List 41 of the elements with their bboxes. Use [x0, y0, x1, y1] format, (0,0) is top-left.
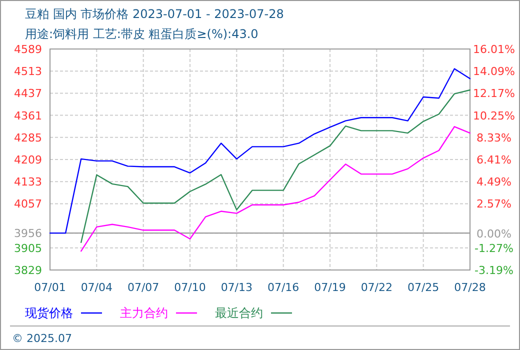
- y-tick-label: 3829: [14, 264, 42, 277]
- y2-tick-label: 6.41%: [476, 154, 512, 166]
- y2-tick-label: 16.01%: [473, 43, 515, 56]
- chart-title: 豆粕 国内 市场价格 2023-07-01 - 2023-07-28: [25, 7, 284, 21]
- y-tick-label: 4513: [14, 65, 42, 78]
- x-tick-label: 07/07: [127, 281, 160, 294]
- x-tick-label: 07/28: [454, 281, 486, 294]
- y2-tick-label: -1.27%: [474, 242, 514, 255]
- y2-tick-label: 4.49%: [476, 176, 512, 189]
- y-tick-label: 3956: [14, 227, 42, 240]
- text: © 2025.07: [12, 332, 72, 345]
- legend-label: 现货价格: [25, 306, 73, 320]
- line-series: [80, 126, 471, 252]
- y-tick-label: 4589: [14, 43, 42, 56]
- x-tick-label: 07/04: [80, 281, 113, 294]
- x-tick-label: 07/19: [314, 281, 346, 294]
- y2-tick-label: 14.09%: [473, 65, 515, 78]
- y-tick-label: 4209: [14, 154, 42, 166]
- y-tick-label: 4285: [14, 131, 42, 144]
- y2-tick-label: 12.17%: [473, 87, 515, 100]
- y-tick-label: 4361: [14, 109, 42, 122]
- y2-tick-label: 0.00%: [476, 227, 512, 240]
- y2-tick-label: 8.33%: [476, 131, 512, 144]
- y-tick-label: 3905: [14, 242, 42, 255]
- legend-label: 最近合约: [215, 306, 263, 320]
- x-tick-label: 07/22: [360, 281, 393, 294]
- y2-tick-label: 2.57%: [476, 198, 512, 211]
- y-tick-label: 4133: [14, 176, 42, 189]
- chart-subtitle: 用途:饲料用 工艺:带皮 粗蛋白质≥(%):43.0: [25, 27, 258, 41]
- line-series: [80, 89, 471, 243]
- x-tick-label: 07/25: [407, 281, 440, 294]
- x-tick-label: 07/10: [174, 281, 206, 294]
- line-series: [49, 68, 471, 234]
- x-tick-label: 07/16: [267, 281, 300, 294]
- y2-tick-label: -3.19%: [474, 264, 514, 277]
- x-tick-label: 07/01: [34, 281, 66, 294]
- y-tick-label: 4437: [14, 87, 42, 100]
- legend-label: 主力合约: [120, 306, 168, 320]
- y2-tick-label: 10.25%: [473, 109, 515, 122]
- y-tick-label: 4057: [14, 198, 42, 211]
- x-tick-label: 07/13: [220, 281, 253, 294]
